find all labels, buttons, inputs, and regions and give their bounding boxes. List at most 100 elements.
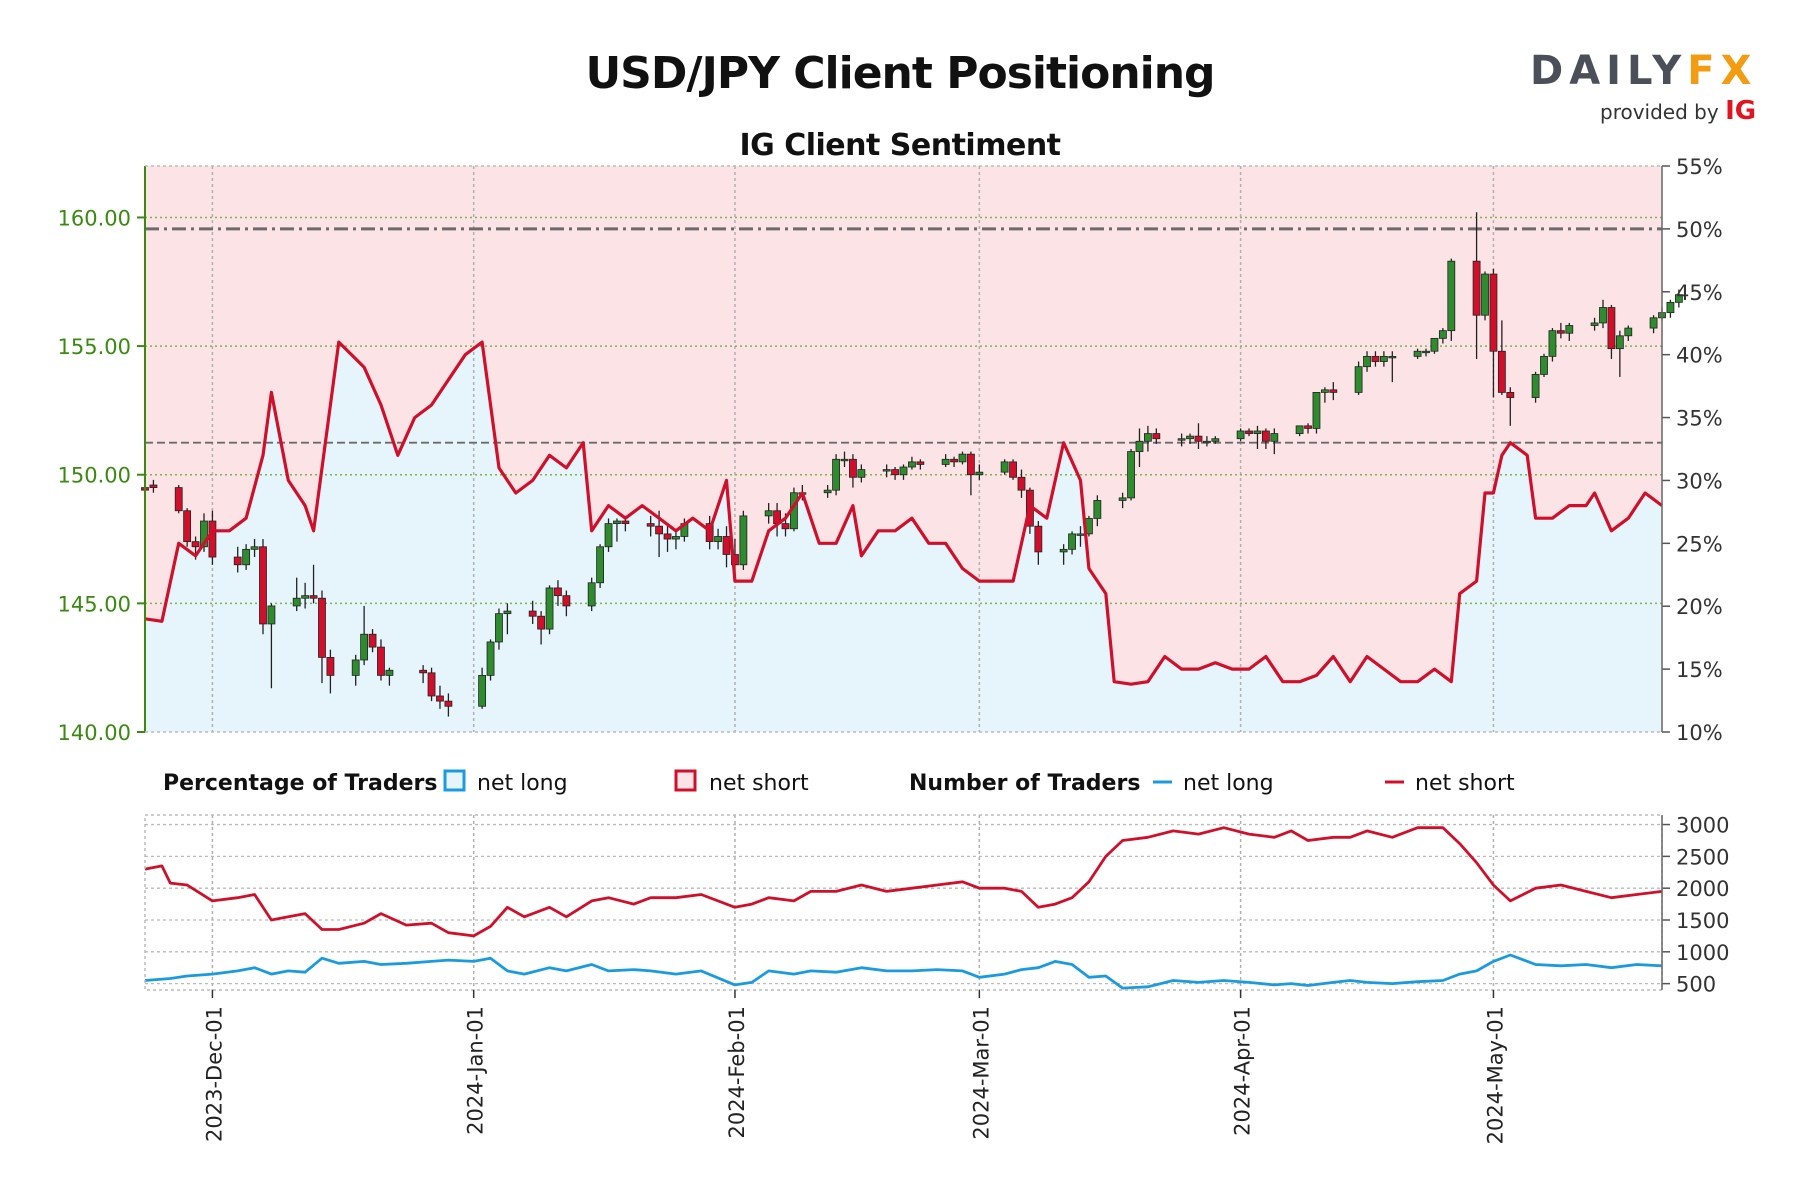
price-candle	[318, 590, 326, 684]
price-candle	[1236, 428, 1245, 442]
price-candle	[208, 510, 217, 565]
price-candle	[242, 544, 251, 570]
net-long-area	[145, 342, 1662, 732]
legend-pct-short: net short	[709, 771, 809, 796]
price-candle	[916, 459, 925, 470]
price-candle	[849, 454, 857, 488]
legend-num-title: Number of Traders	[909, 771, 1140, 796]
price-candle	[1329, 382, 1338, 401]
price-candle	[1388, 351, 1397, 383]
price-candle	[1447, 258, 1456, 341]
sentiment-background	[145, 166, 1662, 732]
legend-pct-short-swatch	[674, 769, 697, 792]
logo-ig: IG	[1725, 96, 1757, 126]
price-candle	[1000, 459, 1009, 475]
price-candle	[503, 603, 512, 635]
price-candle	[1497, 320, 1506, 395]
price-candle	[857, 464, 866, 483]
price-candle	[1548, 328, 1557, 362]
traders-tick-label: 2000	[1676, 877, 1729, 901]
price-candle	[823, 485, 832, 498]
price-candle	[1649, 315, 1658, 334]
price-candle	[250, 539, 259, 558]
legend-num-short: net short	[1415, 771, 1515, 796]
price-candle	[1666, 299, 1675, 318]
price-candle	[444, 693, 453, 717]
price-candle	[1531, 371, 1540, 403]
logo-provided-by: provided by IG	[1600, 96, 1756, 126]
price-candle	[1320, 387, 1329, 403]
traders-tick-label: 500	[1676, 973, 1716, 997]
price-candle	[368, 629, 377, 653]
pct-tick-label: 35%	[1676, 407, 1723, 431]
price-candle	[1472, 212, 1481, 359]
price-candle	[1607, 304, 1616, 359]
x-tick-label: 2024-Feb-01	[725, 1006, 749, 1139]
dailyfx-logo: DAILYFX provided by IG	[1530, 48, 1770, 128]
price-candle	[1489, 268, 1498, 398]
logo-provided-text: provided by	[1600, 100, 1719, 124]
price-candle	[1253, 425, 1262, 449]
logo-daily: DAILY	[1530, 48, 1688, 94]
price-candle	[882, 464, 891, 478]
net-long-percentage-line	[144, 340, 1663, 686]
price-candle	[1430, 337, 1439, 354]
chart-subtitle: IG Client Sentiment	[739, 128, 1061, 163]
price-candle	[183, 508, 192, 547]
price-candle	[1624, 325, 1633, 341]
price-candle	[1135, 428, 1144, 468]
price-candle	[705, 515, 714, 550]
price-candle	[596, 544, 604, 588]
price-candle	[486, 639, 495, 681]
price-candle	[1068, 531, 1076, 555]
traders-tick-label: 2500	[1676, 845, 1729, 869]
price-candle	[528, 600, 537, 624]
price-tick-label: 140.00	[58, 721, 131, 745]
price-candle	[604, 518, 613, 552]
price-candle	[663, 526, 672, 552]
price-candle	[292, 577, 301, 612]
price-candle	[1422, 348, 1430, 357]
price-candle	[309, 564, 318, 604]
price-candle	[1093, 495, 1102, 527]
price-candle	[1371, 351, 1380, 367]
price-candle	[267, 603, 276, 689]
pct-tick-label: 15%	[1676, 658, 1723, 682]
price-candle	[722, 526, 731, 568]
price-candle	[1506, 387, 1515, 426]
price-candle	[840, 451, 849, 468]
price-tick-label: 150.00	[58, 464, 131, 488]
price-candle	[1059, 544, 1068, 565]
price-candle	[1152, 428, 1161, 444]
price-candle	[1194, 423, 1203, 449]
price-candle	[478, 667, 487, 709]
price-candle	[1312, 391, 1321, 434]
price-candle	[1186, 433, 1194, 444]
top-gridlines	[145, 166, 1662, 732]
reference-lines	[145, 227, 1662, 444]
price-candle	[545, 585, 554, 635]
price-candle	[1211, 436, 1220, 444]
price-candle	[1379, 351, 1388, 367]
legend: Percentage of Traders net long net short…	[163, 769, 1515, 796]
price-candle	[1270, 428, 1279, 455]
logo-fx: FX	[1687, 48, 1758, 94]
traders-tick-label: 1000	[1676, 941, 1729, 965]
chart-title: USD/JPY Client Positioning	[585, 48, 1215, 99]
pct-tick-label: 55%	[1676, 155, 1723, 179]
x-tick-label: 2024-Mar-01	[969, 1006, 993, 1140]
price-candle	[1590, 317, 1599, 331]
price-candle	[427, 667, 436, 702]
price-candle	[537, 611, 546, 645]
bottom-axes: 500 1000 1500 2000 2500 3000	[144, 814, 1729, 997]
price-candle	[1203, 436, 1211, 447]
price-candle	[1245, 428, 1253, 437]
price-candle	[495, 608, 503, 650]
price-candle	[1127, 449, 1135, 501]
price-candle	[739, 510, 748, 570]
price-candle	[1034, 521, 1043, 565]
price-candle	[1177, 433, 1186, 447]
price-candle	[950, 456, 958, 468]
price-candle	[351, 654, 360, 686]
price-candle	[377, 639, 385, 681]
